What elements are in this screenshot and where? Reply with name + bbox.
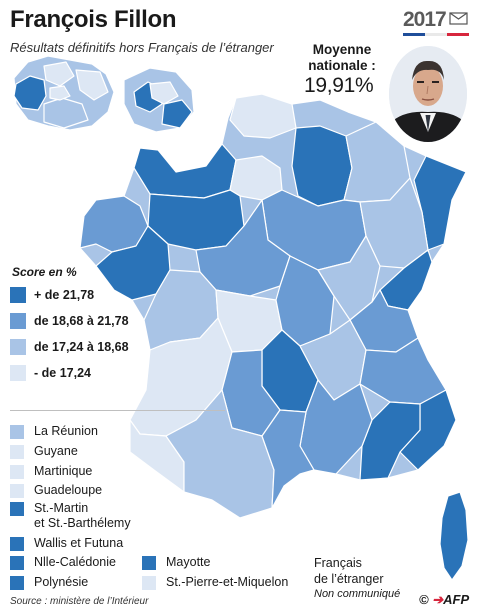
- territory-item: Polynésie: [10, 575, 88, 590]
- territory-label: Nlle-Calédonie: [34, 555, 116, 569]
- territory-item: Martinique: [10, 464, 92, 479]
- legend-swatch-light: [10, 339, 26, 355]
- inset-dept-west: [13, 75, 47, 111]
- inset-dept-center: [49, 85, 71, 101]
- territory-item: Guyane: [10, 444, 78, 459]
- legend-title: Score en %: [12, 265, 77, 279]
- election-logo: 2017: [403, 8, 469, 36]
- region-pyrenees-east: [261, 409, 315, 509]
- territory-label: St.-Martin: [34, 501, 89, 515]
- territory-swatch: [10, 483, 24, 498]
- legend-item: + de 21,78: [10, 287, 94, 303]
- foreign-voters-label-line2: de l’étranger: [314, 572, 384, 586]
- region-nord: [229, 93, 297, 139]
- territory-label: La Réunion: [34, 424, 98, 438]
- region-normandy: [133, 143, 237, 199]
- territory-item: La Réunion: [10, 424, 98, 439]
- territory-swatch: [142, 575, 156, 590]
- national-average-value: 19,91%: [304, 74, 374, 97]
- territory-item: Nlle-Calédonie: [10, 555, 116, 570]
- national-average-label-line1: Moyenne: [312, 42, 372, 57]
- territory-label: St.-Pierre-et-Miquelon: [166, 575, 289, 589]
- candidate-portrait: [389, 46, 467, 142]
- map-subtitle: Résultats définitifs hors Français de l’…: [10, 40, 274, 55]
- territory-item: Mayotte: [142, 555, 210, 570]
- afp-logo-text: AFP: [443, 592, 470, 607]
- territory-label: et St.-Barthélemy: [34, 516, 131, 530]
- territory-swatch: [10, 464, 24, 479]
- territory-item: St.-Pierre-et-Miquelon: [142, 575, 288, 590]
- corsica: [439, 491, 469, 581]
- flag-bar-blue: [403, 33, 425, 36]
- legend-label: de 18,68 à 21,78: [34, 314, 129, 328]
- legend-item: de 17,24 à 18,68: [10, 339, 129, 355]
- flag-bar-red: [447, 33, 469, 36]
- legend-label: + de 21,78: [34, 288, 95, 302]
- paris-inset-center: [149, 81, 179, 105]
- territory-label: Guadeloupe: [34, 483, 103, 497]
- territory-swatch: [10, 444, 24, 459]
- territory-label: Mayotte: [166, 555, 211, 569]
- inset-dept-east: [75, 69, 109, 101]
- territory-item: Wallis et Futuna: [10, 536, 123, 551]
- legend-item: - de 17,24: [10, 365, 91, 381]
- territory-swatch: [10, 555, 24, 570]
- territory-swatch: [10, 502, 24, 516]
- territory-swatch: [10, 536, 24, 551]
- map-title: François Fillon: [10, 6, 177, 33]
- legend-label: de 17,24 à 18,68: [34, 340, 129, 354]
- foreign-voters-status: Non communiqué: [314, 588, 401, 600]
- region-alsace: [413, 155, 467, 251]
- region-rhone: [317, 235, 381, 321]
- inset-dept-north: [43, 61, 75, 87]
- territory-label: Wallis et Futuna: [34, 536, 124, 550]
- ballot-envelope-icon: [449, 12, 468, 25]
- arrow-icon: ➔: [432, 592, 444, 607]
- territory-label: Martinique: [34, 464, 93, 478]
- territory-swatch: [10, 575, 24, 590]
- national-average-label: Moyenne nationale :: [296, 42, 388, 74]
- region-champagne: [291, 125, 353, 207]
- legend-label: - de 17,24: [34, 366, 91, 380]
- legend-swatch-pale: [10, 365, 26, 381]
- territory-label-two-line: St.-Martin et St.-Barthélemy: [34, 501, 131, 531]
- election-year: 2017: [403, 8, 447, 31]
- territory-item: St.-Martin et St.-Barthélemy: [10, 501, 131, 533]
- territory-label: Polynésie: [34, 575, 89, 589]
- national-average-label-line2: nationale :: [308, 58, 376, 73]
- legend-separator: [10, 410, 225, 411]
- copyright-icon: ©: [419, 592, 429, 607]
- territory-swatch: [10, 424, 24, 439]
- legend-item: de 18,68 à 21,78: [10, 313, 129, 329]
- territory-label: Guyane: [34, 444, 78, 458]
- legend-swatch-dark: [10, 287, 26, 303]
- foreign-voters-label-line1: Français: [314, 556, 362, 570]
- afp-credit: © ➔AFP: [419, 592, 469, 608]
- paris-inset-east: [161, 99, 193, 129]
- flag-bar-white: [425, 33, 447, 36]
- legend-swatch-medium: [10, 313, 26, 329]
- territory-swatch: [142, 555, 156, 570]
- territory-item: Guadeloupe: [10, 483, 102, 498]
- source-note: Source : ministère de l’Intérieur: [10, 596, 149, 607]
